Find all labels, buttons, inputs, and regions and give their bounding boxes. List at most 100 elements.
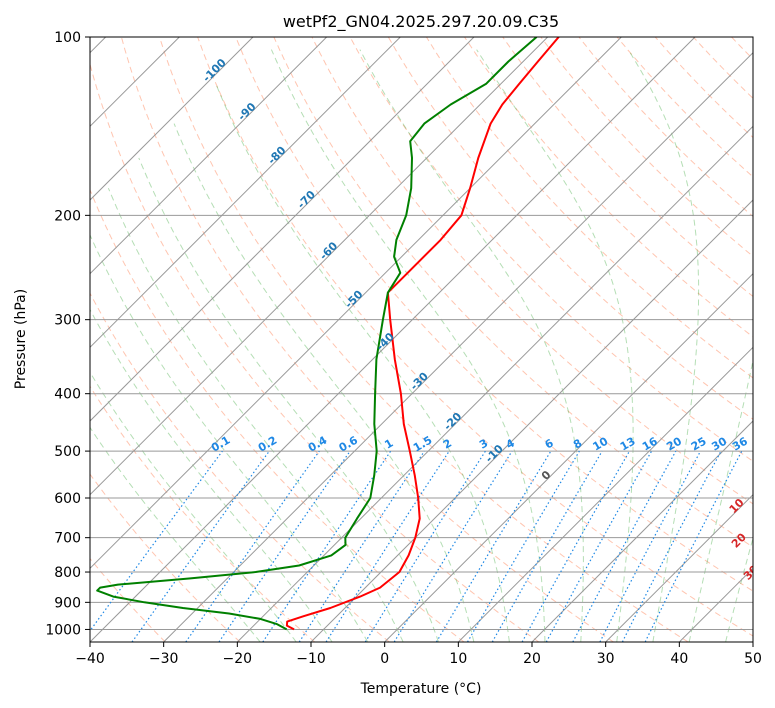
line-labels: 0.1 0.2 0.4 0.6 1 1.5 2 3 4 6 8 10 13 16 20 25 30 36-100-… — [200, 56, 775, 611]
isotherm-label: -50 — [342, 288, 365, 311]
mixing-ratio-line — [621, 450, 722, 642]
moist-adiabat-line — [90, 426, 261, 642]
isotherm-label: -80 — [265, 144, 288, 167]
y-tick-label: 200 — [54, 208, 81, 224]
y-tick-label: 500 — [54, 444, 81, 460]
y-tick-label: 300 — [54, 313, 81, 329]
mixing-ratio-label: 4 — [504, 436, 517, 451]
mixing-ratio-line — [599, 450, 702, 642]
mixing-ratio-line — [545, 450, 653, 642]
moist-adiabat-line — [107, 188, 404, 642]
dry-adiabat-line — [90, 292, 390, 642]
y-tick-label: 700 — [54, 531, 81, 547]
dry-adiabat-line — [159, 37, 689, 642]
dry-adiabat-line — [349, 37, 753, 462]
x-axis-label: Temperature (°C) — [360, 681, 482, 697]
y-tick-label: 800 — [54, 565, 81, 581]
moist-adiabat-line — [215, 83, 510, 642]
dry-adiabat-line — [540, 37, 753, 257]
mixing-ratio-label: 6 — [543, 436, 556, 451]
dry-adiabat-line — [616, 37, 753, 178]
dry-adiabat-line — [578, 37, 753, 218]
isotherm-line — [605, 493, 753, 642]
isotherm-line — [384, 272, 753, 642]
isotherm-line — [236, 125, 753, 642]
mixing-ratio-line — [218, 450, 351, 642]
y-tick-label: 100 — [54, 30, 81, 46]
isotherm-line — [163, 51, 753, 642]
moist-adiabat-line — [270, 49, 546, 642]
mixing-ratio-line — [90, 450, 223, 632]
mixing-ratio-line — [325, 450, 450, 642]
moist-adiabat-line — [476, 49, 634, 642]
y-tick-label: 600 — [54, 491, 81, 507]
mixing-ratio-line — [572, 450, 677, 642]
dry-adiabat-line — [654, 37, 753, 139]
plot-frame — [89, 36, 754, 643]
mixing-ratio-line — [185, 450, 320, 642]
dry-adiabat-line — [120, 37, 614, 642]
dry-adiabat-line — [197, 37, 753, 637]
isotherm-label: -20 — [441, 410, 464, 433]
x-tick-label: 40 — [670, 651, 688, 667]
mixing-ratio-line — [298, 450, 425, 642]
isotherm-label: -70 — [295, 188, 318, 211]
x-tick-label: 20 — [523, 651, 541, 667]
isotherm-line — [90, 37, 328, 275]
dry-adiabat-line — [692, 37, 753, 99]
isotherm-line — [678, 567, 753, 642]
moist-adiabat-line — [173, 123, 475, 642]
mixing-ratio-line — [393, 450, 513, 642]
dry-adiabat-line — [90, 385, 316, 642]
dry-adiabat-line — [425, 37, 753, 379]
mixing-ratio-label: 2 — [441, 437, 454, 452]
x-tick-label: −30 — [149, 651, 179, 667]
isotherm-label: -100 — [200, 56, 229, 85]
isotherm-label: -60 — [317, 239, 340, 262]
dry-adiabat-line — [770, 37, 775, 642]
theta-e-label: 40 — [757, 591, 775, 611]
dry-adiabat-line — [311, 37, 753, 505]
x-tick-label: −40 — [75, 651, 105, 667]
moist-adiabat-line — [627, 49, 700, 642]
mixing-ratio-line — [364, 450, 486, 642]
mixing-ratio-line — [262, 450, 392, 642]
dry-adiabat-line — [90, 473, 241, 642]
x-tick-label: 0 — [380, 651, 389, 667]
moist-adiabat-line — [688, 358, 753, 642]
isotherm-line — [90, 37, 401, 349]
y-tick-label: 400 — [54, 387, 81, 403]
isotherm-line — [752, 641, 753, 642]
temperature-profile-line — [285, 37, 560, 631]
theta-e-label: 10 — [727, 496, 747, 516]
y-tick-label: 1000 — [45, 622, 81, 638]
isotherm-line — [310, 199, 753, 642]
x-tick-label: 30 — [597, 651, 615, 667]
isotherm-line — [90, 37, 475, 422]
y-axis-label: Pressure (hPa) — [13, 289, 29, 389]
theta-e-label: 30 — [741, 563, 761, 583]
sounding-series — [96, 37, 560, 631]
mixing-ratio-line — [521, 450, 631, 642]
isotherm-line — [457, 346, 753, 642]
x-tick-label: 10 — [449, 651, 467, 667]
mixing-ratio-line — [644, 450, 743, 642]
isotherm-line — [90, 37, 254, 201]
dry-adiabat-line — [387, 37, 753, 420]
x-tick-label: 50 — [744, 651, 762, 667]
dry-adiabat-line — [90, 62, 540, 642]
isotherm-line — [90, 37, 622, 570]
moist-adiabat-line — [90, 371, 297, 642]
moist-adiabat-line — [725, 536, 753, 642]
moist-adiabat-line — [90, 308, 333, 642]
isotherm-label: -30 — [408, 370, 431, 393]
isotherm-label: -90 — [235, 100, 258, 123]
dry-adiabat-line — [90, 188, 465, 642]
dewpoint-profile-line — [96, 37, 538, 631]
chart-title: wetPf2_GN04.2025.297.20.09.C35 — [283, 12, 559, 32]
dry-adiabat-line — [502, 37, 753, 298]
dry-adiabat-line — [273, 37, 753, 548]
x-tick-label: −20 — [223, 651, 253, 667]
